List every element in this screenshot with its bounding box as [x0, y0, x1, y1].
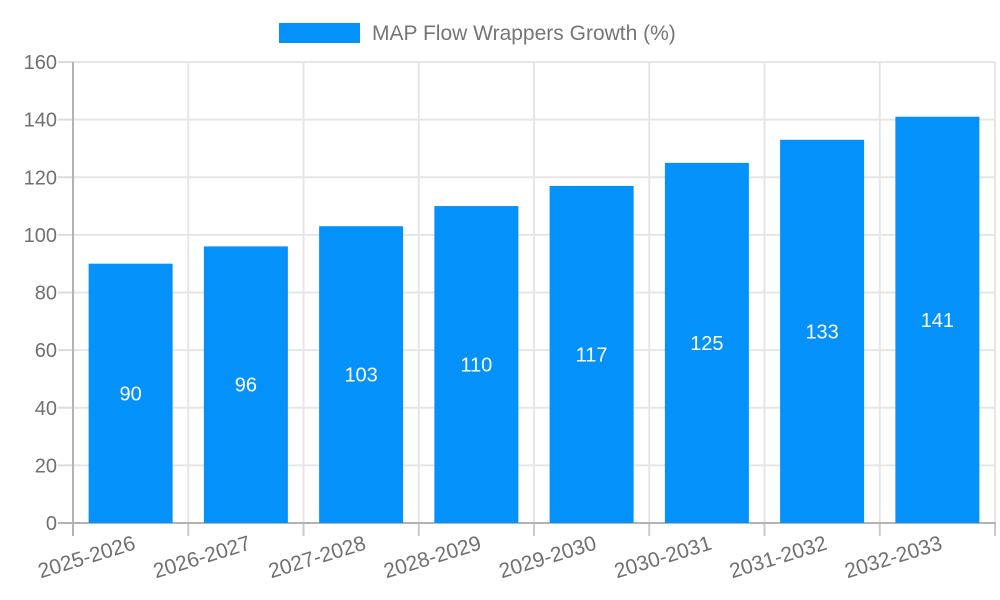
bars-layer — [88, 116, 980, 524]
y-tick-label: 80 — [35, 283, 57, 305]
y-tick-label: 100 — [24, 225, 57, 247]
y-tick-label: 140 — [24, 110, 57, 132]
y-tick-label: 60 — [35, 340, 57, 362]
bar-value-label: 125 — [690, 333, 723, 355]
bar-value-label: 90 — [120, 383, 142, 405]
bar-value-label: 141 — [921, 310, 954, 332]
bar-value-label: 117 — [576, 344, 608, 366]
bar-value-label: 103 — [344, 365, 377, 387]
bar — [434, 206, 519, 523]
x-tick-label: 2026-2027 — [151, 532, 254, 583]
x-tick-label: 2032-2033 — [842, 532, 945, 583]
y-tick-label: 40 — [35, 398, 57, 420]
x-tick-label: 2030-2031 — [612, 532, 715, 583]
x-tick-label: 2025-2026 — [35, 532, 138, 583]
bar — [319, 226, 404, 523]
y-tick-label: 120 — [24, 167, 57, 189]
y-tick-label: 0 — [46, 513, 57, 535]
x-tick-label: 2029-2030 — [496, 532, 599, 583]
labels-layer: 0 20 40 60 80 100 120 140 160 90 2025-2026 96 2026-2… — [24, 52, 954, 583]
bar-value-label: 96 — [235, 375, 257, 397]
y-tick-label: 160 — [24, 52, 57, 74]
bar — [88, 263, 173, 523]
x-tick-label: 2028-2029 — [381, 532, 484, 583]
bar — [780, 139, 865, 523]
legend-item[interactable]: MAP Flow Wrappers Growth (%) — [279, 22, 676, 45]
bar — [549, 185, 634, 524]
bar-value-label: 133 — [805, 321, 838, 343]
bar — [664, 162, 749, 523]
bar — [895, 116, 980, 524]
bar-value-label: 110 — [460, 355, 492, 377]
x-tick-label: 2031-2032 — [727, 532, 830, 583]
legend-swatch — [279, 23, 360, 43]
x-tick-label: 2027-2028 — [266, 532, 369, 583]
y-tick-label: 20 — [35, 455, 57, 477]
bar — [203, 246, 288, 523]
legend-label: MAP Flow Wrappers Growth (%) — [372, 22, 676, 45]
gridlines-layer — [72, 61, 996, 524]
